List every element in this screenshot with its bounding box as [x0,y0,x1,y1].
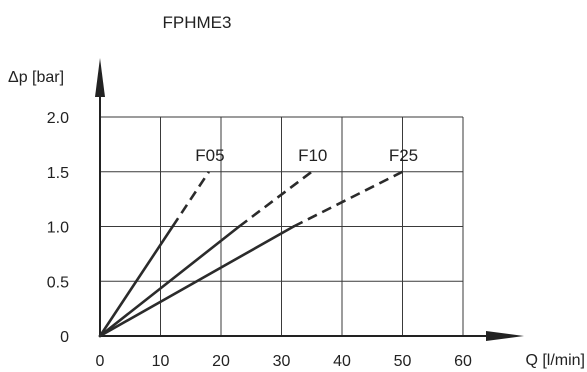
series-line-solid [98,225,174,338]
y-tick-label: 0 [60,329,69,346]
series-line-solid [98,225,295,338]
x-tick-label: 0 [96,353,105,370]
x-tick-label: 30 [273,353,291,370]
series-lines [98,170,404,338]
series-line-dashed [293,170,404,228]
x-tick-label: 50 [394,353,412,370]
y-axis-label: Δp [bar] [8,69,64,86]
x-axis-arrow [486,331,524,341]
axes [95,58,524,341]
x-axis-label: Q [l/min] [525,352,585,369]
y-tick-label: 1.5 [47,165,69,182]
x-tick-labels: 0 10 20 30 40 50 60 [96,353,472,370]
x-tick-label: 10 [152,353,170,370]
y-tick-labels: 0 0.5 1.0 1.5 2.0 [47,110,69,346]
y-tick-label: 0.5 [47,274,69,291]
y-axis-arrow [95,58,105,97]
series-line-solid [98,225,241,338]
x-tick-label: 60 [454,353,472,370]
y-tick-label: 1.0 [47,220,69,237]
series-line-dashed [171,171,210,228]
series-label: F10 [298,146,327,165]
x-tick-label: 40 [333,353,351,370]
chart-title: FPHME3 [163,13,232,32]
y-tick-label: 2.0 [47,110,69,127]
series-label: F25 [389,146,418,165]
series-label: F05 [195,146,224,165]
series-line-dashed [238,170,313,228]
series-labels: F05 F10 F25 [195,146,418,165]
x-tick-label: 20 [212,353,230,370]
